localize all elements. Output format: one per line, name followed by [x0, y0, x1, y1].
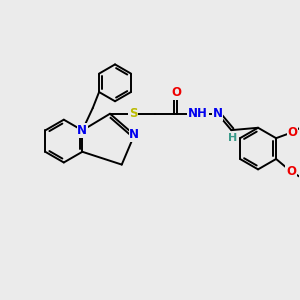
Text: N: N	[77, 124, 87, 137]
Text: S: S	[129, 107, 137, 120]
Text: NH: NH	[188, 107, 208, 120]
Text: O: O	[287, 126, 297, 139]
Text: H: H	[228, 133, 237, 142]
Text: O: O	[172, 86, 182, 99]
Text: N: N	[213, 107, 223, 120]
Text: N: N	[129, 128, 139, 141]
Text: O: O	[286, 165, 296, 178]
